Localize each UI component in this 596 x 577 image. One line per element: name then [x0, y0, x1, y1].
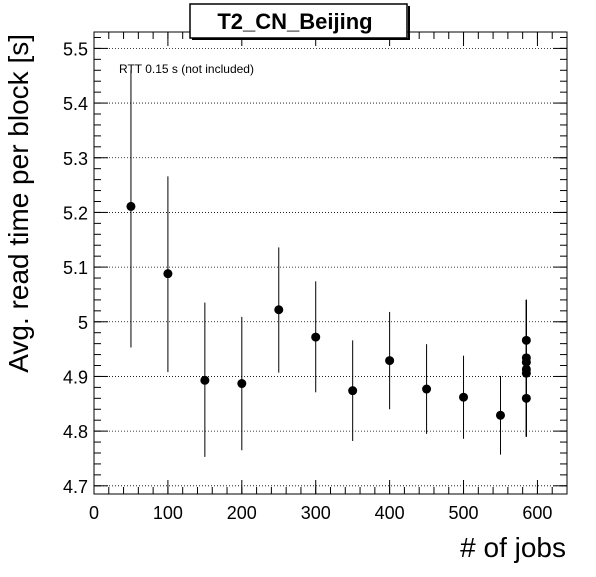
y-tick-label: 5.5 — [63, 39, 88, 59]
y-tick-label: 5.1 — [63, 258, 88, 278]
chart-title: T2_CN_Beijing — [217, 9, 372, 34]
x-tick-label: 500 — [449, 503, 479, 523]
data-point — [311, 332, 321, 342]
data-point — [348, 386, 358, 396]
x-tick-label: 100 — [153, 503, 183, 523]
y-tick-label: 5 — [78, 313, 88, 333]
x-axis-label: # of jobs — [460, 532, 566, 563]
plot-frame — [93, 31, 568, 495]
y-tick-label: 4.7 — [63, 477, 88, 497]
title-box — [189, 3, 408, 39]
y-tick-label: 4.9 — [63, 367, 88, 387]
data-point — [385, 356, 395, 366]
y-tick-label: 4.8 — [63, 422, 88, 442]
data-point — [237, 379, 247, 389]
grid-layer — [94, 48, 567, 487]
data-point — [126, 201, 136, 211]
x-tick-label: 300 — [301, 503, 331, 523]
data-point — [459, 392, 469, 402]
x-tick-labels: 0 100 200 300 400 500 600 — [89, 503, 552, 523]
data-point — [200, 375, 210, 385]
y-tick-label: 5.4 — [63, 94, 88, 114]
y-axis-label: Avg. read time per block [s] — [3, 34, 34, 373]
y-tick-labels: 4.7 4.8 4.9 5 5.1 5.2 5.3 5.4 5.5 — [63, 39, 88, 496]
rtt-annotation: RTT 0.15 s (not included) — [119, 62, 254, 76]
x-tick-label: 0 — [89, 503, 99, 523]
data-layer — [126, 70, 531, 457]
x-tick-label: 400 — [375, 503, 405, 523]
data-point — [163, 269, 173, 279]
data-point — [521, 393, 531, 403]
data-point — [274, 305, 284, 315]
x-tick-label: 600 — [522, 503, 552, 523]
data-point — [422, 384, 432, 394]
x-tick-label: 200 — [227, 503, 257, 523]
y-tick-label: 5.2 — [63, 203, 88, 223]
y-tick-label: 5.3 — [63, 149, 88, 169]
tick-layer — [93, 32, 568, 494]
data-point — [495, 410, 505, 420]
